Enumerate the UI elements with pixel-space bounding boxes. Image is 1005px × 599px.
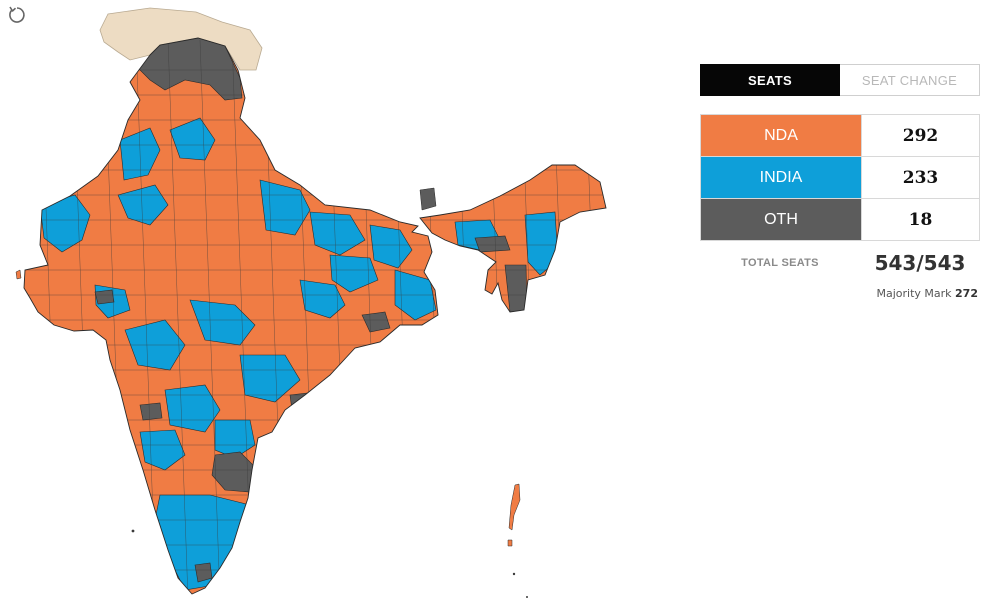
alliance-label-india: INDIA <box>701 157 861 198</box>
alliance-label-nda: NDA <box>701 115 861 156</box>
majority-mark-value: 272 <box>955 287 978 300</box>
majority-mark: Majority Mark 272 <box>700 287 980 300</box>
alliance-seats-india: 233 <box>861 157 979 198</box>
alliance-seats-oth: 18 <box>861 199 979 240</box>
majority-mark-label: Majority Mark <box>876 287 956 300</box>
results-panel: SEATS SEAT CHANGE NDA 292 INDIA 233 OTH … <box>700 64 980 300</box>
reset-icon[interactable] <box>6 4 28 26</box>
tab-bar: SEATS SEAT CHANGE <box>700 64 980 96</box>
india-constituency-map[interactable] <box>0 0 640 599</box>
alliance-seats-nda: 292 <box>861 115 979 156</box>
total-seats-value: 543/543 <box>874 251 966 275</box>
tab-seat-change[interactable]: SEAT CHANGE <box>840 64 980 96</box>
tab-seats[interactable]: SEATS <box>700 64 840 96</box>
total-seats-row: TOTAL SEATS 543/543 <box>700 241 980 285</box>
table-row[interactable]: NDA 292 <box>701 115 979 157</box>
alliance-label-oth: OTH <box>701 199 861 240</box>
table-row[interactable]: OTH 18 <box>701 199 979 241</box>
seat-table: NDA 292 INDIA 233 OTH 18 <box>700 114 980 241</box>
table-row[interactable]: INDIA 233 <box>701 157 979 199</box>
total-seats-label: TOTAL SEATS <box>741 257 819 269</box>
